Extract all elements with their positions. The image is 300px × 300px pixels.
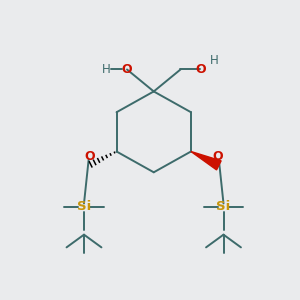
Text: Si: Si <box>216 200 231 213</box>
Text: O: O <box>195 63 206 76</box>
Text: H: H <box>102 63 110 76</box>
Polygon shape <box>191 152 221 170</box>
Text: Si: Si <box>77 200 91 213</box>
Text: O: O <box>85 150 95 163</box>
Text: O: O <box>212 150 223 163</box>
Text: H: H <box>210 54 219 67</box>
Text: O: O <box>122 63 132 76</box>
